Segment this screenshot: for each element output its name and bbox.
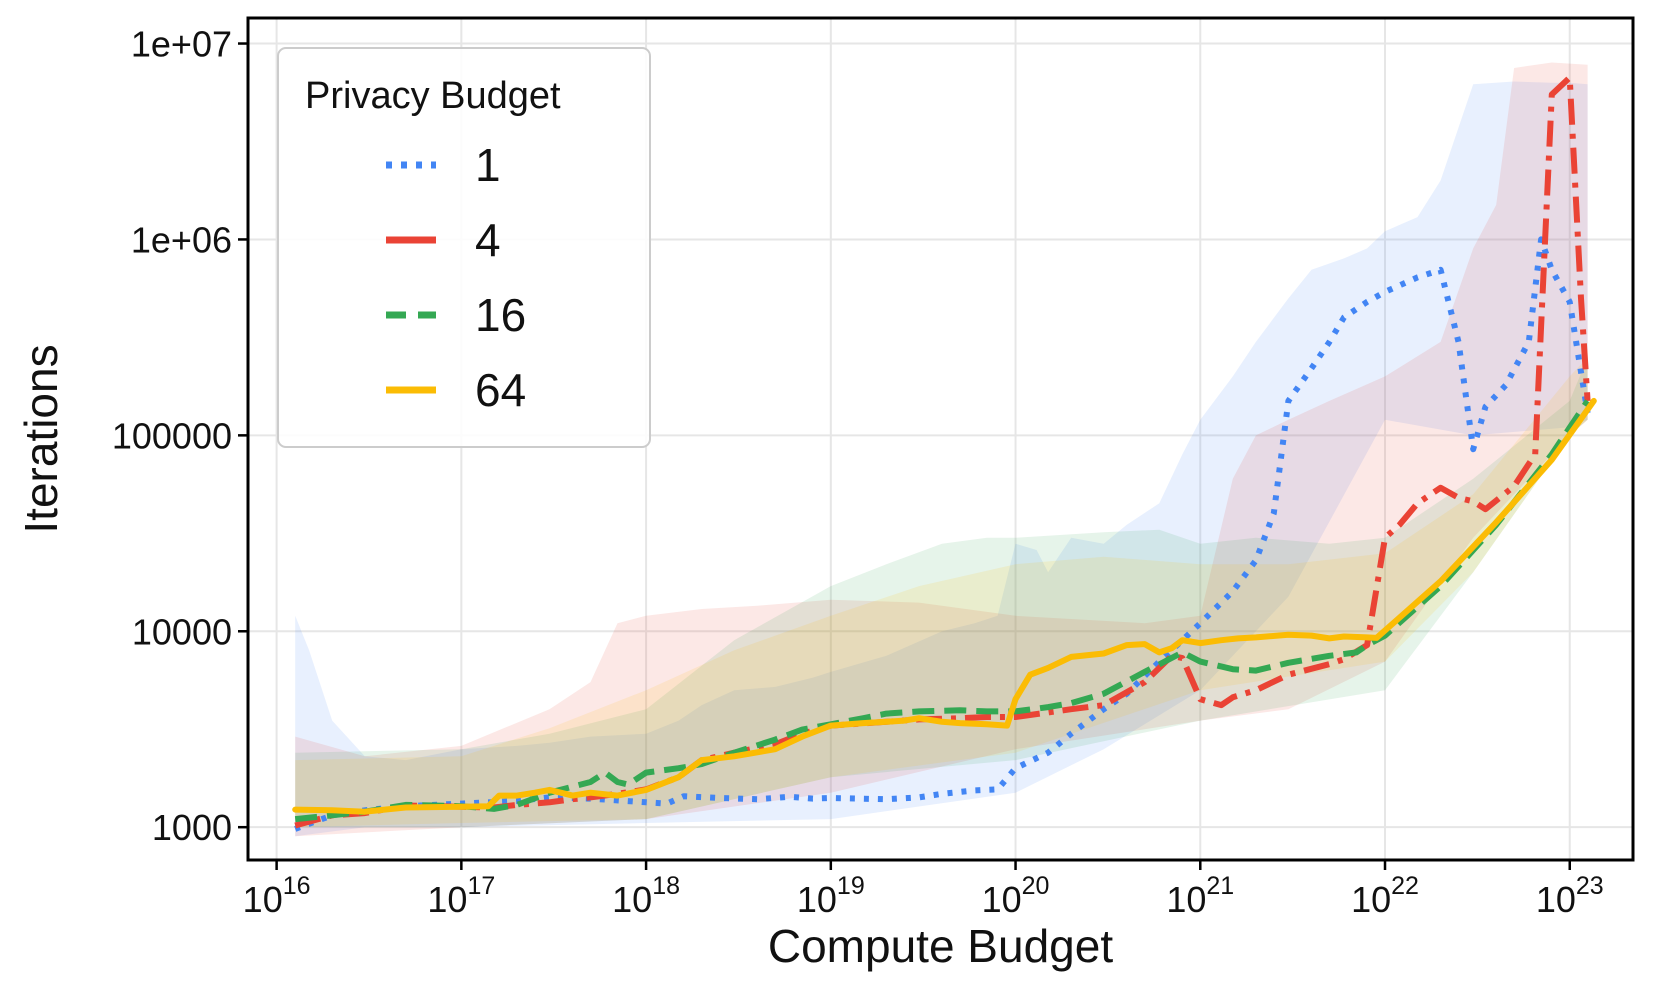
x-axis-ticks: 1016 1017 1018 1019 1020 1021 1022 1023 — [243, 860, 1604, 920]
plot-frame — [246, 16, 1635, 862]
x-tick-base: 10 — [612, 879, 652, 920]
legend-entry-16: 16 — [386, 289, 526, 341]
series-line-64 — [292, 397, 1597, 815]
legend-title: Privacy Budget — [305, 75, 561, 117]
x-tick-base: 10 — [982, 879, 1022, 920]
y-tick-label: 1000 — [152, 807, 232, 848]
band-1 — [295, 81, 1588, 837]
x-tick-label: 1017 — [427, 872, 495, 920]
x-tick-label: 1018 — [612, 872, 680, 920]
x-tick-exponent: 18 — [652, 872, 680, 900]
x-tick-base: 10 — [427, 879, 467, 920]
x-tick-exponent: 22 — [1391, 872, 1419, 900]
x-tick-label: 1021 — [1166, 872, 1234, 920]
confidence-bands — [295, 62, 1588, 837]
x-axis-title: Compute Budget — [768, 920, 1113, 972]
band-64 — [295, 357, 1588, 828]
x-tick-base: 10 — [1166, 879, 1206, 920]
series-line-4 — [294, 74, 1591, 829]
y-tick-label: 1e+06 — [131, 219, 232, 260]
legend-label: 1 — [475, 139, 501, 191]
x-tick-exponent: 19 — [837, 872, 865, 900]
legend: Privacy Budget 1 4 16 64 — [277, 47, 651, 448]
x-tick-label: 1022 — [1351, 872, 1419, 920]
x-tick-label: 1016 — [243, 872, 311, 920]
x-tick-base: 10 — [1351, 879, 1391, 920]
x-tick-exponent: 23 — [1576, 872, 1604, 900]
x-tick-label: 1023 — [1536, 872, 1604, 920]
y-tick-label: 10000 — [132, 611, 232, 652]
y-axis-title: Iterations — [15, 344, 67, 533]
legend-label: 4 — [475, 214, 501, 266]
x-tick-label: 1019 — [797, 872, 865, 920]
series-lines — [292, 74, 1597, 832]
band-16 — [295, 357, 1588, 828]
x-tick-base: 10 — [1536, 879, 1576, 920]
x-tick-exponent: 21 — [1206, 872, 1234, 900]
y-tick-label: 1e+07 — [131, 24, 232, 65]
legend-entry-64: 64 — [386, 364, 526, 416]
y-axis-ticks: 1000 10000 100000 1e+06 1e+07 — [112, 24, 248, 848]
legend-label: 64 — [475, 364, 526, 416]
x-tick-base: 10 — [797, 879, 837, 920]
x-tick-exponent: 20 — [1022, 872, 1050, 900]
legend-label: 16 — [475, 289, 526, 341]
legend-entry-1: 1 — [386, 139, 501, 191]
legend-entry-4: 4 — [386, 214, 501, 266]
y-tick-label: 100000 — [112, 415, 232, 456]
x-tick-base: 10 — [243, 879, 283, 920]
x-tick-exponent: 17 — [467, 872, 495, 900]
x-tick-label: 1020 — [982, 872, 1050, 920]
legend-box — [277, 47, 651, 448]
band-4 — [295, 62, 1588, 837]
x-tick-exponent: 16 — [283, 872, 311, 900]
series-line-1 — [294, 236, 1591, 832]
